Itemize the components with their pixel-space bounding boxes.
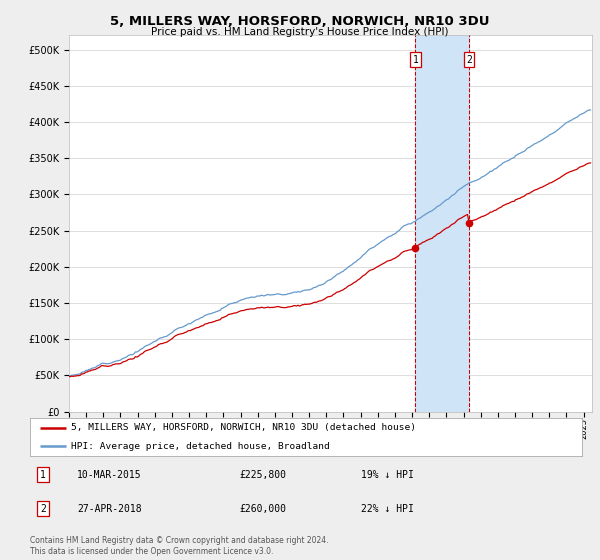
Text: 27-APR-2018: 27-APR-2018	[77, 503, 142, 514]
Text: 1: 1	[412, 55, 418, 65]
Text: 1: 1	[40, 469, 46, 479]
Text: 2: 2	[466, 55, 472, 65]
Text: £225,800: £225,800	[240, 469, 287, 479]
Text: £260,000: £260,000	[240, 503, 287, 514]
Text: 5, MILLERS WAY, HORSFORD, NORWICH, NR10 3DU: 5, MILLERS WAY, HORSFORD, NORWICH, NR10 …	[110, 15, 490, 27]
Text: 2: 2	[40, 503, 46, 514]
Bar	[415, 35, 469, 412]
Text: 10-MAR-2015: 10-MAR-2015	[77, 469, 142, 479]
Text: Contains HM Land Registry data © Crown copyright and database right 2024.
This d: Contains HM Land Registry data © Crown c…	[30, 536, 329, 556]
Text: 19% ↓ HPI: 19% ↓ HPI	[361, 469, 414, 479]
Text: 5, MILLERS WAY, HORSFORD, NORWICH, NR10 3DU (detached house): 5, MILLERS WAY, HORSFORD, NORWICH, NR10 …	[71, 423, 416, 432]
Text: 22% ↓ HPI: 22% ↓ HPI	[361, 503, 414, 514]
Text: Price paid vs. HM Land Registry's House Price Index (HPI): Price paid vs. HM Land Registry's House …	[151, 27, 449, 37]
Text: HPI: Average price, detached house, Broadland: HPI: Average price, detached house, Broa…	[71, 442, 330, 451]
